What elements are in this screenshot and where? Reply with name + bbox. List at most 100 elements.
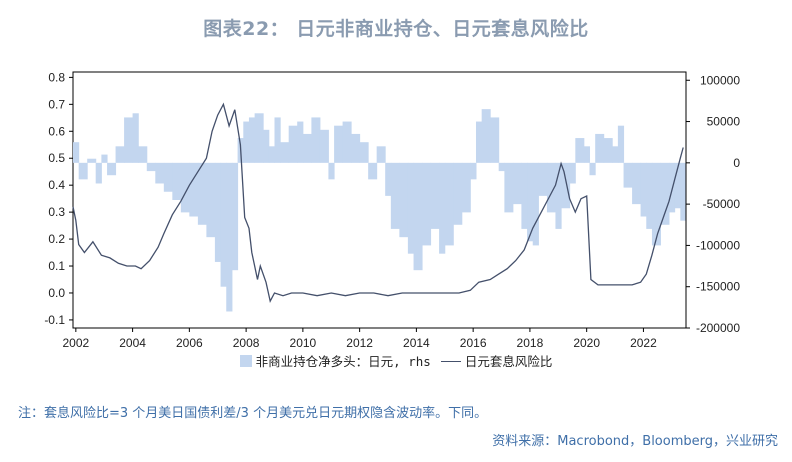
bar [172, 162, 182, 200]
left-axis-ticks: -0.1 0.0 0.1 0.2 0.3 0.4 0.5 0.6 0.7 0.8 [44, 70, 73, 327]
bar [231, 162, 239, 271]
bar [78, 162, 88, 180]
x-tick-label: 2014 [403, 336, 430, 350]
left-tick-label: 0.4 [48, 178, 65, 192]
bar [390, 162, 400, 229]
bar [288, 125, 298, 163]
left-tick-label: 0.3 [48, 205, 65, 219]
bar [430, 162, 440, 229]
bar [561, 162, 571, 209]
bar [297, 121, 304, 163]
right-tick-label: 50000 [707, 115, 741, 129]
bar [87, 158, 97, 163]
bar [589, 162, 596, 176]
bar [617, 125, 625, 163]
bar [351, 133, 361, 163]
x-tick-label: 2004 [119, 336, 146, 350]
right-tick-label: -100000 [696, 238, 740, 252]
bar [439, 162, 446, 254]
bar [163, 162, 173, 192]
bar [555, 162, 562, 229]
bar [680, 162, 686, 221]
left-tick-label: 0.8 [48, 70, 65, 84]
bar [197, 162, 207, 225]
left-tick-label: 0.5 [48, 151, 65, 165]
bar [214, 162, 222, 262]
bar [368, 162, 378, 180]
bar [155, 162, 165, 184]
bar [319, 129, 329, 163]
bar [328, 162, 335, 180]
bar [146, 162, 156, 172]
legend-bar-swatch [239, 355, 252, 367]
bar [73, 142, 80, 163]
bar [413, 162, 423, 271]
bar [603, 138, 613, 163]
left-tick-label: -0.1 [44, 313, 65, 327]
left-tick-label: 0.2 [48, 232, 65, 246]
bar [220, 162, 227, 287]
bar [444, 162, 454, 246]
legend: 非商业持仓净多头：日元, rhs 日元套息风险比 [0, 351, 792, 370]
bar [583, 146, 591, 163]
bar [632, 162, 642, 205]
x-tick-label: 2012 [346, 336, 373, 350]
bar [512, 162, 522, 205]
bar [612, 146, 619, 163]
bar [399, 162, 409, 238]
bar [132, 113, 139, 163]
right-tick-label: -200000 [696, 321, 740, 335]
bar [538, 162, 548, 196]
bar [475, 121, 483, 163]
bar [254, 113, 264, 163]
bar [569, 162, 576, 184]
bar [302, 133, 312, 163]
bar [504, 162, 514, 213]
bar [124, 117, 134, 163]
bar [623, 162, 633, 188]
bar [138, 146, 148, 163]
bar [376, 146, 386, 163]
bar [311, 117, 321, 163]
bar [521, 162, 528, 229]
bar [407, 162, 415, 254]
x-tick-label: 2018 [517, 336, 544, 350]
bar [595, 133, 605, 163]
chart-title: 图表22： 日元非商业持仓、日元套息风险比 [203, 18, 589, 40]
bar [342, 121, 352, 163]
legend-line-label: 日元套息风险比 [464, 354, 553, 369]
plot-frame [72, 71, 687, 329]
bar [359, 142, 369, 163]
bar [498, 162, 505, 172]
legend-bar-label: 非商业持仓净多头：日元, rhs [255, 354, 431, 369]
bar [470, 162, 477, 180]
bar [268, 146, 275, 163]
right-tick-label: 100000 [700, 73, 740, 87]
bar [189, 162, 199, 217]
bar [651, 162, 661, 246]
left-tick-label: 0.6 [48, 124, 65, 138]
bar [527, 162, 534, 242]
legend-line-swatch [440, 361, 461, 362]
bar [334, 125, 344, 163]
bar [453, 162, 463, 225]
bar [422, 162, 432, 246]
bar [660, 162, 670, 225]
bar [274, 117, 281, 163]
bar [115, 146, 125, 163]
bar [575, 138, 585, 163]
bar [180, 162, 190, 213]
x-tick-label: 2008 [233, 336, 260, 350]
left-tick-label: 0.1 [48, 259, 65, 273]
left-tick-label: 0.0 [48, 286, 65, 300]
bar [107, 162, 117, 176]
bar [263, 129, 270, 163]
right-tick-label: 0 [733, 156, 740, 170]
left-tick-label: 0.7 [48, 97, 65, 111]
bar [95, 162, 102, 184]
bar [532, 162, 539, 246]
footnote: 注：套息风险比=3 个月美日国债利差/3 个月美元兑日元期权隐含波动率。下同。 [18, 406, 488, 421]
bar [461, 162, 471, 213]
bar [490, 117, 500, 163]
